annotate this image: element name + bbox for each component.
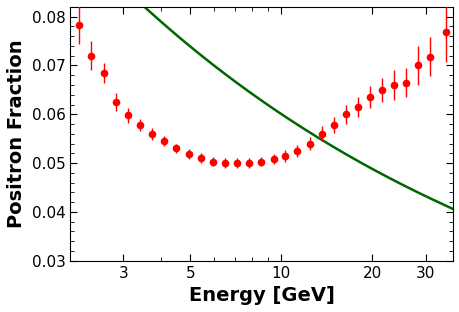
Y-axis label: Positron Fraction: Positron Fraction	[7, 40, 26, 228]
X-axis label: Energy [GeV]: Energy [GeV]	[188, 286, 334, 305]
